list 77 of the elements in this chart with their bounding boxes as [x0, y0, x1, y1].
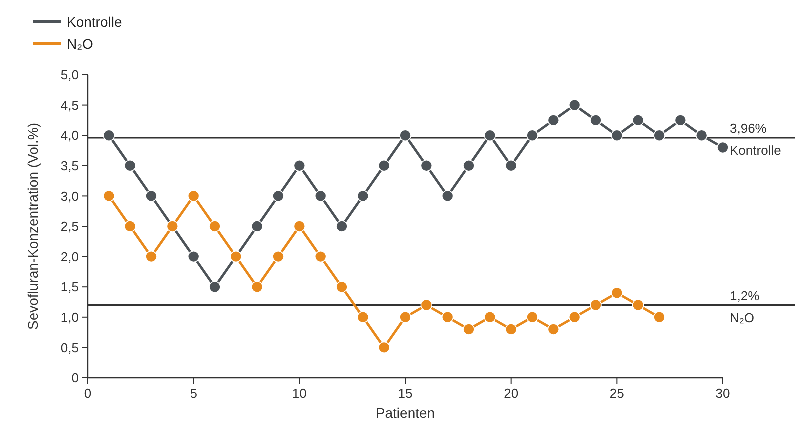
point	[294, 220, 306, 232]
y-tick-label: 0	[72, 370, 79, 386]
point	[632, 299, 644, 312]
x-tick-label: 10	[292, 386, 307, 401]
y-tick-label: 3,0	[60, 188, 79, 204]
point	[526, 130, 538, 142]
point	[103, 130, 116, 142]
point	[484, 130, 496, 142]
point	[357, 190, 370, 202]
point	[103, 190, 116, 202]
point	[188, 250, 200, 263]
y-tick-label: 5,0	[60, 68, 79, 83]
point	[124, 220, 136, 232]
point	[146, 250, 158, 263]
point	[314, 250, 327, 263]
point	[505, 324, 518, 336]
point	[654, 130, 666, 142]
point	[568, 312, 581, 324]
point	[526, 312, 538, 324]
x-tick-label: 15	[398, 386, 413, 401]
point	[420, 299, 433, 312]
point	[654, 312, 666, 324]
point	[378, 342, 390, 354]
point	[272, 190, 284, 202]
x-tick-label: 0	[84, 386, 92, 401]
point	[548, 324, 560, 336]
point	[336, 220, 348, 232]
point	[251, 281, 264, 293]
y-tick-label: 4,0	[60, 128, 79, 144]
point	[674, 114, 687, 126]
x-tick-label: 5	[190, 386, 198, 401]
point	[420, 160, 433, 172]
x-tick-label: 20	[504, 386, 519, 401]
point	[272, 250, 284, 263]
point	[314, 190, 327, 202]
point	[442, 190, 454, 202]
point	[505, 160, 518, 172]
point	[590, 299, 602, 312]
y-tick-label: 3,5	[60, 158, 79, 174]
point	[146, 190, 158, 202]
point	[463, 160, 475, 172]
point	[400, 312, 412, 324]
point	[463, 324, 475, 336]
point	[611, 287, 624, 300]
point	[336, 281, 348, 293]
point	[124, 160, 136, 172]
x-axis-title: Patienten	[376, 405, 436, 421]
y-tick-label: 4,5	[60, 98, 79, 113]
legend-label: Kontrolle	[67, 14, 122, 30]
point	[251, 220, 264, 232]
y-tick-label: 2,0	[60, 249, 79, 264]
point	[590, 114, 602, 126]
point	[209, 220, 221, 232]
point	[568, 99, 581, 112]
point	[696, 130, 708, 142]
ref-line-label: 1,2% N₂O	[730, 288, 760, 326]
point	[632, 114, 644, 126]
x-tick-label: 30	[716, 386, 730, 401]
y-tick-label: 2,5	[60, 219, 79, 234]
y-tick-label: 0,5	[60, 340, 79, 356]
ref-line-label: 3,96% Kontrolle	[730, 121, 782, 158]
point	[400, 130, 412, 142]
point	[548, 114, 560, 126]
x-tick-label: 25	[610, 386, 624, 401]
point	[611, 130, 624, 142]
point	[357, 312, 370, 324]
point	[294, 160, 306, 172]
point	[484, 312, 496, 324]
y-tick-label: 1,5	[60, 280, 79, 295]
point	[378, 160, 390, 172]
legend-label: N₂O	[67, 36, 94, 52]
point	[442, 312, 454, 324]
y-tick-label: 1,0	[60, 310, 79, 325]
point	[717, 142, 729, 154]
point	[188, 190, 200, 202]
point	[209, 281, 221, 293]
y-axis-title: Sevofluran-Konzentration (Vol.%)	[25, 123, 41, 330]
